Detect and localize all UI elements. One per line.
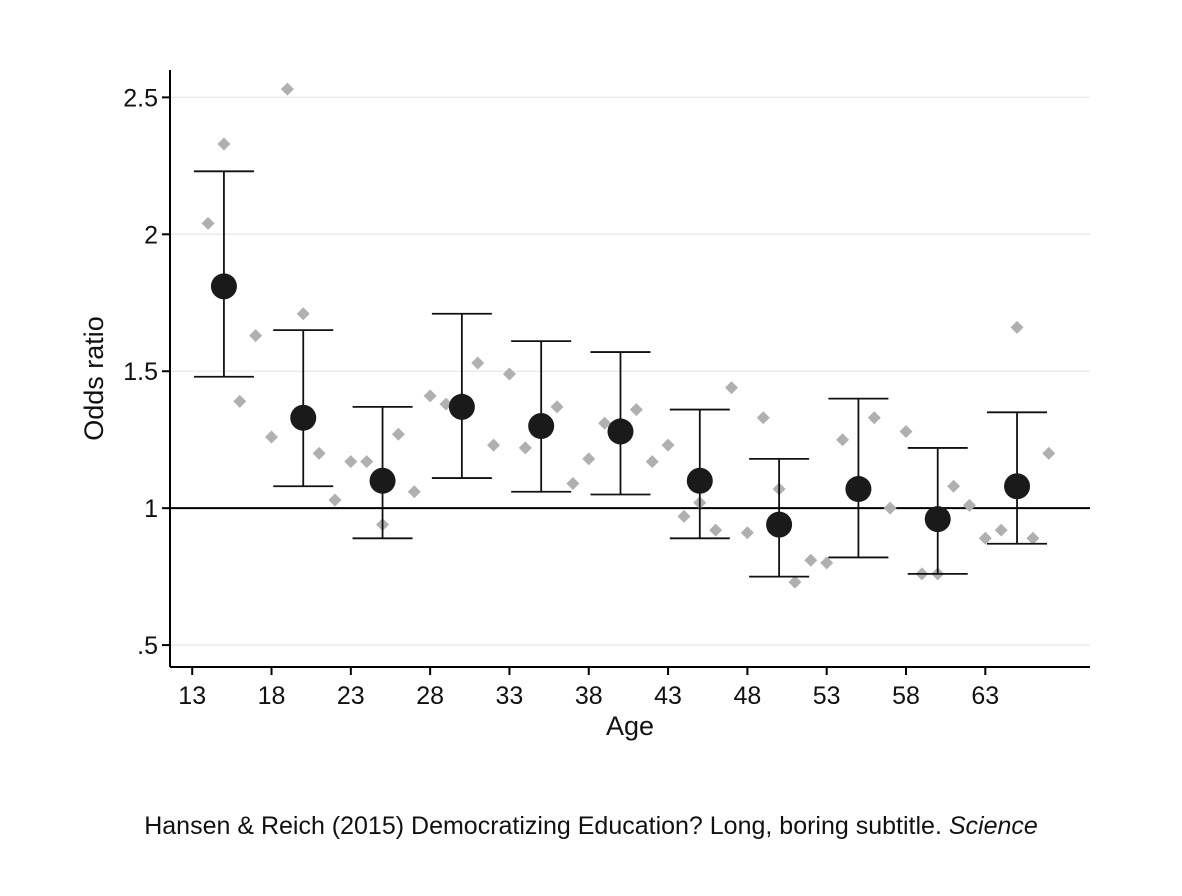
group-estimate-point (607, 418, 634, 445)
x-tick-label: 53 (813, 682, 841, 710)
single-year-point (677, 509, 691, 523)
single-year-point (201, 216, 215, 230)
x-tick-label: 33 (496, 682, 524, 710)
x-axis-ticks: 13 18 23 28 33 38 43 48 53 58 63 (178, 667, 999, 710)
group-estimate-point (369, 467, 396, 494)
single-year-point (1010, 320, 1024, 334)
y-tick-label: 1 (144, 495, 158, 523)
x-tick-label: 48 (733, 682, 761, 710)
group-estimate-point (686, 467, 713, 494)
y-tick-label: .5 (137, 632, 158, 660)
single-year-point (836, 433, 850, 447)
citation-caption: Hansen & Reich (2015) Democratizing Educ… (0, 812, 1182, 841)
single-year-point (899, 424, 913, 438)
single-year-point (502, 367, 516, 381)
group-estimate-point (766, 511, 793, 538)
x-tick-label: 43 (654, 682, 682, 710)
single-year-point (471, 356, 485, 370)
single-year-point (820, 556, 834, 570)
single-year-point (233, 394, 247, 408)
single-year-point (344, 455, 358, 469)
single-year-point (487, 438, 501, 452)
y-axis-ticks: .5 1 1.5 2 2.5 (123, 84, 170, 660)
grouped-estimates (210, 273, 1031, 538)
x-tick-label: 63 (971, 682, 999, 710)
single-year-point (312, 446, 326, 460)
single-year-point (645, 455, 659, 469)
single-year-point (867, 411, 881, 425)
single-year-point (978, 531, 992, 545)
group-estimate-point (924, 506, 951, 533)
y-tick-label: 2 (144, 221, 158, 249)
single-year-point (947, 479, 961, 493)
single-year-point (629, 403, 643, 417)
single-year-point (661, 438, 675, 452)
y-tick-label: 2.5 (123, 84, 158, 112)
single-year-point (566, 477, 580, 491)
group-estimate-point (528, 413, 555, 440)
single-year-point (550, 400, 564, 414)
gridlines (170, 96, 1090, 646)
caption-text: Hansen & Reich (2015) Democratizing Educ… (144, 812, 942, 840)
single-year-point (518, 441, 532, 455)
single-year-point (788, 575, 802, 589)
single-year-point (391, 427, 405, 441)
single-year-point (962, 498, 976, 512)
group-estimate-point (448, 393, 475, 420)
y-axis-title: Odds ratio (79, 316, 109, 441)
group-estimate-point (1004, 473, 1031, 500)
single-year-point (756, 411, 770, 425)
single-year-point (423, 389, 437, 403)
single-year-point (1042, 446, 1056, 460)
group-estimate-point (290, 404, 317, 431)
single-year-point (217, 137, 231, 151)
single-year-point (265, 430, 279, 444)
single-year-point (709, 523, 723, 537)
single-year-point (804, 553, 818, 567)
x-tick-label: 13 (178, 682, 206, 710)
x-tick-label: 18 (258, 682, 286, 710)
single-year-point (582, 452, 596, 466)
single-year-point (280, 82, 294, 96)
single-year-point (407, 485, 421, 499)
x-tick-label: 28 (416, 682, 444, 710)
x-tick-label: 23 (337, 682, 365, 710)
single-year-point (598, 416, 612, 430)
single-year-point (994, 523, 1008, 537)
single-year-point (1026, 531, 1040, 545)
single-year-point (740, 526, 754, 540)
confidence-intervals (193, 170, 1048, 578)
single-year-point (249, 329, 263, 343)
x-axis-title: Age (606, 711, 654, 741)
single-year-point (296, 307, 310, 321)
y-tick-label: 1.5 (123, 358, 158, 386)
caption-journal: Science (948, 812, 1038, 840)
single-year-point (725, 381, 739, 395)
single-year-point (883, 501, 897, 515)
x-tick-label: 58 (892, 682, 920, 710)
group-estimate-point (845, 475, 872, 502)
group-estimate-point (210, 273, 237, 300)
single-year-point (360, 455, 374, 469)
single-year-point (328, 493, 342, 507)
x-tick-label: 38 (575, 682, 603, 710)
